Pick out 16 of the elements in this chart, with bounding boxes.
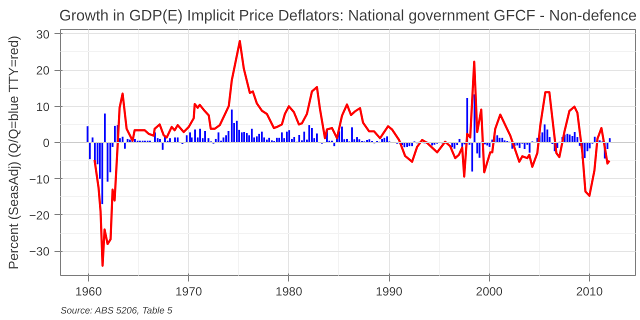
x-tick-label: 2000	[476, 284, 503, 298]
source-note: Source: ABS 5206, Table 5	[60, 306, 174, 316]
y-axis-title: Percent (SeasAdj) (Q/Q=blue TTY=red)	[6, 36, 22, 270]
y-tick-label: 10	[36, 100, 50, 114]
chart-title: Growth in GDP(E) Implicit Price Deflators: National government GFCF - Non-defence	[59, 8, 637, 24]
x-tick-label: 1970	[175, 284, 202, 298]
y-tick-label: −30	[29, 244, 50, 259]
x-tick-label: 1960	[75, 284, 102, 298]
y-tick-label: 30	[36, 27, 50, 42]
x-tick-label: 1990	[376, 284, 403, 298]
x-tick-label: 2010	[576, 284, 604, 298]
y-tick-label: 20	[36, 64, 50, 78]
x-tick-label: 1980	[276, 284, 303, 298]
y-tick-label: −10	[29, 172, 50, 186]
y-tick-label: 0	[42, 136, 50, 150]
y-tick-label: −20	[29, 208, 50, 222]
